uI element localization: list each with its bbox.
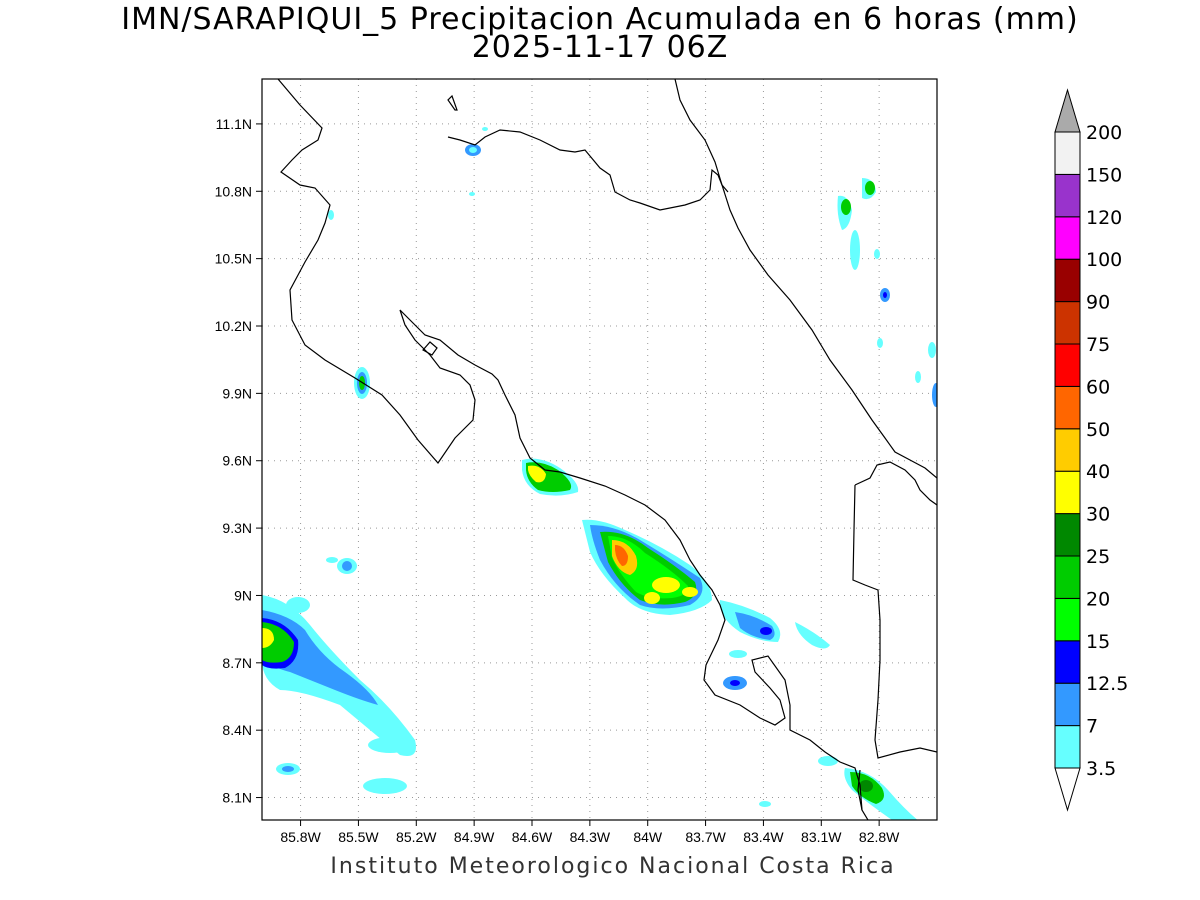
lat-tick-label: 9.6N [222,453,252,469]
colorbar-swatch [1054,258,1081,303]
map-date: 2025-11-17 06Z [471,30,729,65]
lat-tick-label: 8.4N [222,722,252,738]
colorbar-label: 75 [1086,334,1110,356]
lon-tick-label: 84W [633,829,663,845]
colorbar-swatch [1054,216,1081,260]
lon-tick-label: 85.2W [396,829,437,845]
lon-tick-label: 84.6W [512,829,553,845]
lon-tick-label: 82.8W [859,829,900,845]
map-title: IMN/SARAPIQUI_5 Precipitacion Acumulada … [121,2,1079,37]
lat-tick-label: 11.1N [216,116,252,132]
colorbar-label: 50 [1086,419,1110,441]
colorbar-label: 25 [1086,546,1110,568]
coastlines [277,79,937,820]
colorbar-swatch [1054,682,1081,727]
colorbar-label: 60 [1086,376,1110,398]
credit-text: Instituto Meteorologico Nacional Costa R… [330,854,896,879]
lat-tick-label: 9.3N [222,520,252,536]
lat-tick-label: 10.5N [215,251,252,267]
lat-tick-label: 8.1N [222,790,252,806]
colorbar-label: 12.5 [1086,673,1128,695]
colorbar-label: 20 [1086,588,1110,610]
lon-tick-label: 84.9W [454,829,495,845]
colorbar-swatch [1054,597,1081,642]
colorbar-swatch [1054,725,1081,769]
colorbar-swatch [1054,131,1081,175]
colorbar-label: 100 [1086,249,1122,271]
colorbar: 3.5 7 12.5 15 20 25 30 40 50 60 75 90 100 120 150 200 [1054,88,1128,812]
lat-tick-label: 9N [234,587,252,603]
colorbar-swatch [1054,343,1081,387]
longitude-axis: 85.8W 85.5W 85.2W 84.9W 84.6W 84.3W 84W 83.7W 83… [280,820,900,845]
colorbar-label: 3.5 [1086,758,1116,780]
colorbar-label: 200 [1086,122,1122,144]
colorbar-swatch [1054,513,1081,557]
lon-tick-label: 83.7W [685,829,726,845]
colorbar-swatch [1054,428,1081,472]
lon-tick-label: 84.3W [570,829,611,845]
colorbar-swatch [1054,555,1081,599]
colorbar-label: 40 [1086,461,1110,483]
lat-tick-label: 9.9N [222,385,252,401]
colorbar-swatch [1054,173,1081,218]
latitude-axis: 11.1N 10.8N 10.5N 10.2N 9.9N 9.6N 9.3N 9N 8.7N 8.… [215,116,262,806]
lon-tick-label: 83.4W [743,829,784,845]
lat-tick-label: 8.7N [222,655,252,671]
colorbar-swatch [1054,640,1081,684]
precipitation-field [262,127,937,820]
colorbar-label: 30 [1086,504,1110,526]
colorbar-label: 90 [1086,292,1110,314]
colorbar-label: 15 [1086,631,1110,653]
colorbar-min-triangle [1054,767,1081,812]
colorbar-swatch [1054,301,1081,345]
lon-tick-label: 83.1W [801,829,842,845]
lat-tick-label: 10.2N [215,318,252,334]
plot-frame [261,78,938,821]
lat-tick-label: 10.8N [215,183,252,199]
colorbar-label: 7 [1086,716,1098,738]
lon-tick-label: 85.8W [280,829,321,845]
lon-tick-label: 85.5W [338,829,379,845]
colorbar-swatch [1054,385,1081,430]
colorbar-swatch [1054,470,1081,515]
colorbar-max-triangle [1054,88,1081,133]
colorbar-label: 150 [1086,164,1122,186]
colorbar-label: 120 [1086,207,1122,229]
